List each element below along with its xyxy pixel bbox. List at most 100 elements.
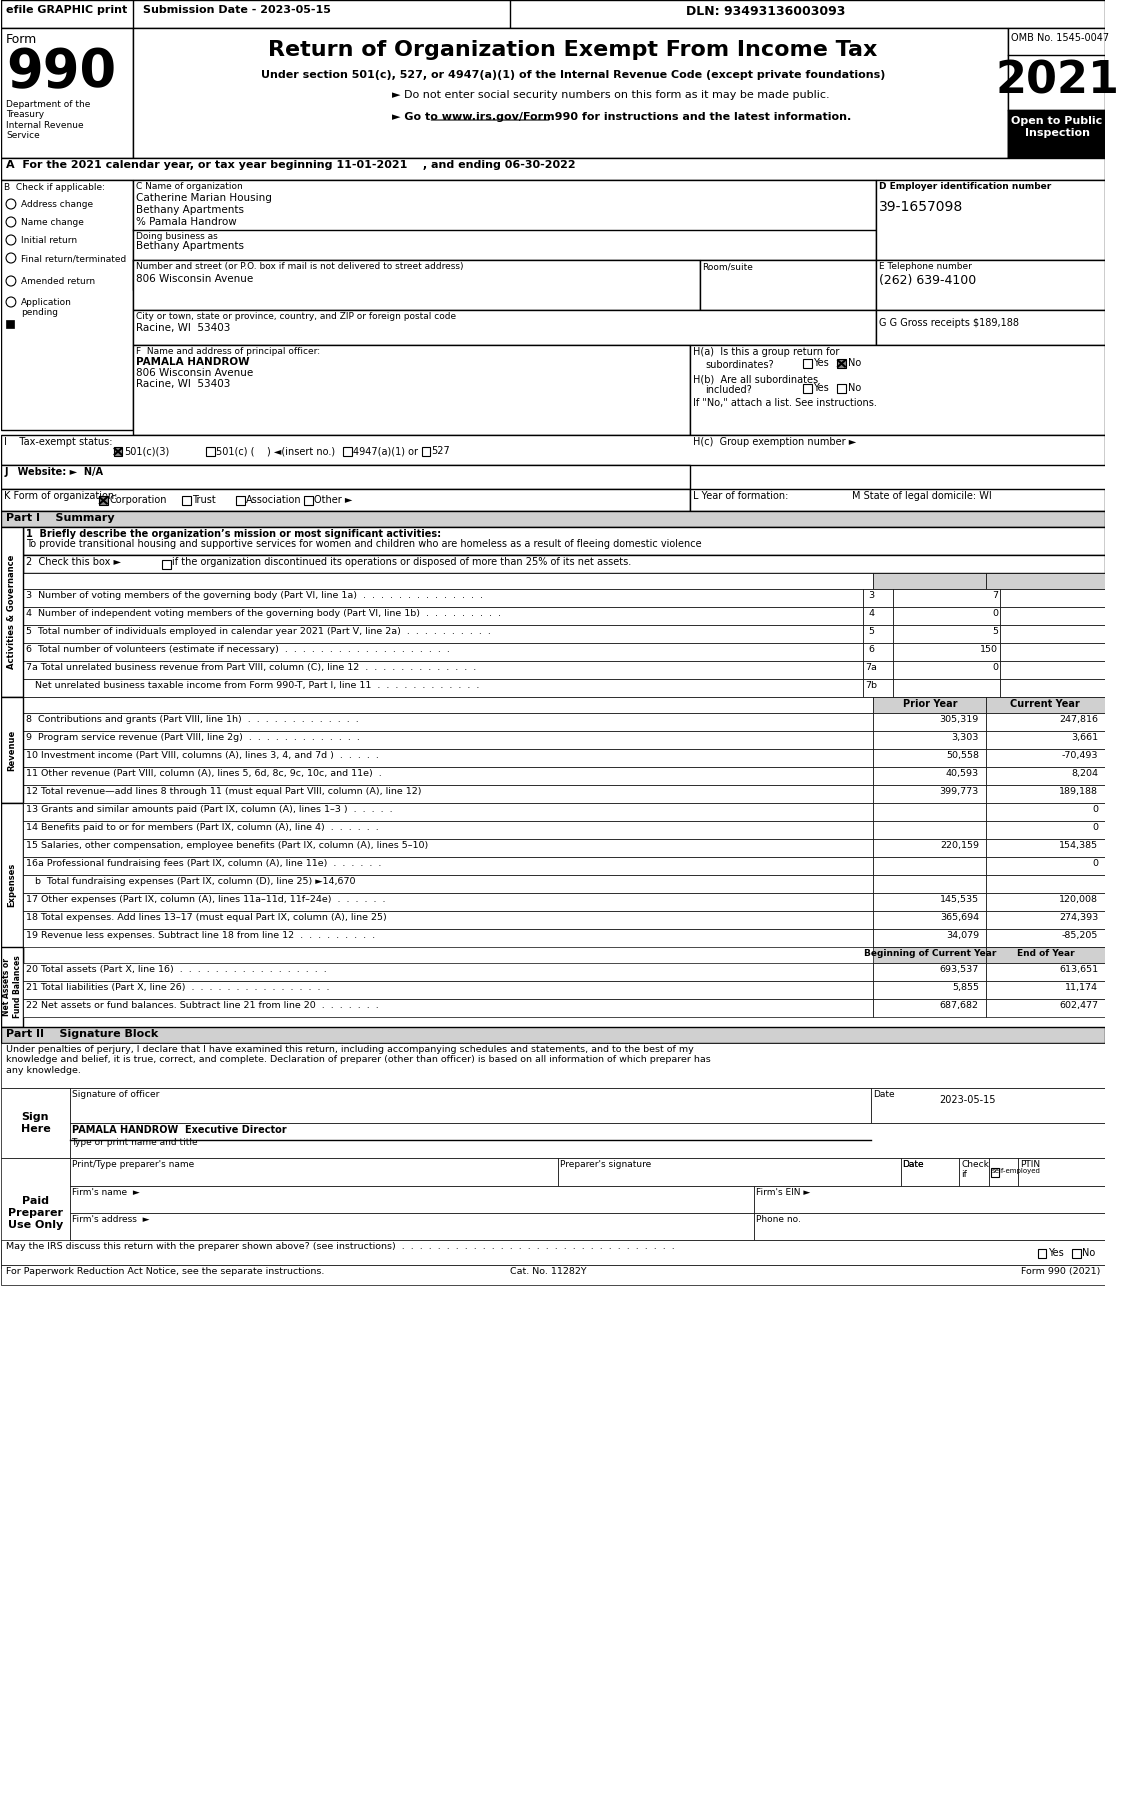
Text: ► Go to www.irs.gov/Form990 for instructions and the latest information.: ► Go to www.irs.gov/Form990 for instruct…	[392, 112, 851, 122]
Text: 4947(a)(1) or: 4947(a)(1) or	[353, 446, 418, 455]
Text: 5,855: 5,855	[952, 983, 979, 992]
Text: Revenue: Revenue	[8, 729, 17, 771]
Text: C Name of organization: C Name of organization	[137, 181, 243, 190]
Bar	[872, 1088, 1105, 1123]
Bar	[23, 590, 864, 608]
Bar	[893, 660, 1000, 678]
Text: 17 Other expenses (Part IX, column (A), lines 11a–11d, 11f–24e)  .  .  .  .  .  : 17 Other expenses (Part IX, column (A), …	[26, 894, 385, 903]
Bar	[133, 259, 700, 310]
Text: 8  Contributions and grants (Part VIII, line 1h)  .  .  .  .  .  .  .  .  .  .  : 8 Contributions and grants (Part VIII, l…	[26, 715, 358, 724]
Bar	[986, 981, 1105, 1000]
Text: Bethany Apartments: Bethany Apartments	[137, 205, 244, 216]
Bar	[1000, 626, 1105, 642]
Bar	[986, 804, 1105, 822]
Text: L Year of formation:: L Year of formation:	[693, 492, 789, 501]
Bar	[986, 929, 1105, 947]
Text: 693,537: 693,537	[939, 965, 979, 974]
Text: Date: Date	[902, 1159, 925, 1168]
Text: H(a)  Is this a group return for: H(a) Is this a group return for	[693, 346, 840, 357]
Bar	[23, 856, 873, 874]
Bar	[114, 446, 122, 455]
Text: M State of legal domicile: WI: M State of legal domicile: WI	[851, 492, 991, 501]
Bar	[70, 1088, 872, 1123]
Bar	[873, 804, 986, 822]
Bar	[1000, 590, 1105, 608]
Text: 19 Revenue less expenses. Subtract line 18 from line 12  .  .  .  .  .  .  .  . : 19 Revenue less expenses. Subtract line …	[26, 931, 375, 940]
Text: H(c)  Group exemption number ►: H(c) Group exemption number ►	[693, 437, 857, 446]
Bar	[23, 911, 873, 929]
Bar	[1, 435, 1105, 464]
Text: 0: 0	[992, 610, 998, 619]
Bar	[700, 259, 876, 310]
Text: 11 Other revenue (Part VIII, column (A), lines 5, 6d, 8c, 9c, 10c, and 11e)  .: 11 Other revenue (Part VIII, column (A),…	[26, 769, 382, 778]
Text: Name change: Name change	[20, 218, 84, 227]
Bar	[133, 345, 691, 435]
Bar	[23, 749, 873, 767]
Bar	[1, 1027, 1105, 1043]
Text: 3: 3	[868, 591, 874, 600]
Text: Net unrelated business taxable income from Form 990-T, Part I, line 11  .  .  . : Net unrelated business taxable income fr…	[26, 680, 479, 689]
Text: 8,204: 8,204	[1071, 769, 1099, 778]
Bar	[99, 495, 107, 504]
Text: H(b)  Are all subordinates: H(b) Are all subordinates	[693, 375, 819, 385]
Bar	[1000, 660, 1105, 678]
Text: Prior Year: Prior Year	[903, 698, 957, 709]
Text: Yes: Yes	[1048, 1248, 1064, 1257]
Bar	[70, 1157, 559, 1186]
Text: 189,188: 189,188	[1059, 787, 1099, 796]
Bar	[986, 947, 1105, 963]
Text: % Pamala Handrow: % Pamala Handrow	[137, 218, 237, 227]
Text: E Telephone number: E Telephone number	[879, 261, 972, 270]
Bar	[837, 359, 846, 368]
Bar	[6, 319, 14, 328]
Text: 154,385: 154,385	[1059, 842, 1099, 851]
Text: 14 Benefits paid to or for members (Part IX, column (A), line 4)  .  .  .  .  . : 14 Benefits paid to or for members (Part…	[26, 824, 378, 833]
Bar	[864, 608, 893, 626]
Bar	[873, 785, 986, 804]
Text: Expenses: Expenses	[8, 863, 17, 907]
Text: J   Website: ►  N/A: J Website: ► N/A	[5, 466, 103, 477]
Bar	[23, 804, 873, 822]
Bar	[986, 713, 1105, 731]
Text: 806 Wisconsin Avenue: 806 Wisconsin Avenue	[137, 274, 253, 285]
Bar	[1, 1241, 1105, 1264]
Bar	[23, 660, 864, 678]
Text: Yes: Yes	[813, 383, 829, 394]
Bar	[23, 608, 864, 626]
Bar	[1, 1264, 1105, 1284]
Bar	[23, 555, 1105, 573]
Bar	[876, 259, 1105, 310]
Text: Phone no.: Phone no.	[756, 1215, 800, 1224]
Bar	[989, 1157, 1018, 1186]
Text: 5: 5	[868, 628, 874, 637]
Text: Room/suite: Room/suite	[702, 261, 753, 270]
Bar	[986, 892, 1105, 911]
Bar	[986, 911, 1105, 929]
Bar	[23, 963, 873, 981]
Text: b  Total fundraising expenses (Part IX, column (D), line 25) ►14,670: b Total fundraising expenses (Part IX, c…	[26, 876, 356, 885]
Text: Final return/terminated: Final return/terminated	[20, 254, 126, 263]
Bar	[1, 490, 691, 512]
Text: 40,593: 40,593	[946, 769, 979, 778]
Bar	[893, 678, 1000, 697]
Text: Type or print name and title: Type or print name and title	[71, 1137, 199, 1146]
Text: 6  Total number of volunteers (estimate if necessary)  .  .  .  .  .  .  .  .  .: 6 Total number of volunteers (estimate i…	[26, 646, 449, 655]
Text: 150: 150	[980, 646, 998, 655]
Bar	[873, 749, 986, 767]
Text: Application
pending: Application pending	[20, 297, 71, 317]
Bar	[754, 1214, 1105, 1241]
Text: 0: 0	[1092, 805, 1099, 814]
Text: Firm's EIN ►: Firm's EIN ►	[756, 1188, 811, 1197]
Bar	[1, 512, 1105, 528]
Text: 10 Investment income (Part VIII, columns (A), lines 3, 4, and 7d )  .  .  .  .  : 10 Investment income (Part VIII, columns…	[26, 751, 378, 760]
Bar	[864, 660, 893, 678]
Bar	[1, 697, 23, 804]
Text: ► Do not enter social security numbers on this form as it may be made public.: ► Do not enter social security numbers o…	[392, 91, 830, 100]
Bar	[986, 856, 1105, 874]
Bar	[1000, 642, 1105, 660]
Bar	[1, 158, 1105, 180]
Text: Yes: Yes	[813, 357, 829, 368]
Bar	[421, 446, 430, 455]
Bar	[23, 713, 873, 731]
Text: Paid
Preparer
Use Only: Paid Preparer Use Only	[8, 1197, 63, 1230]
